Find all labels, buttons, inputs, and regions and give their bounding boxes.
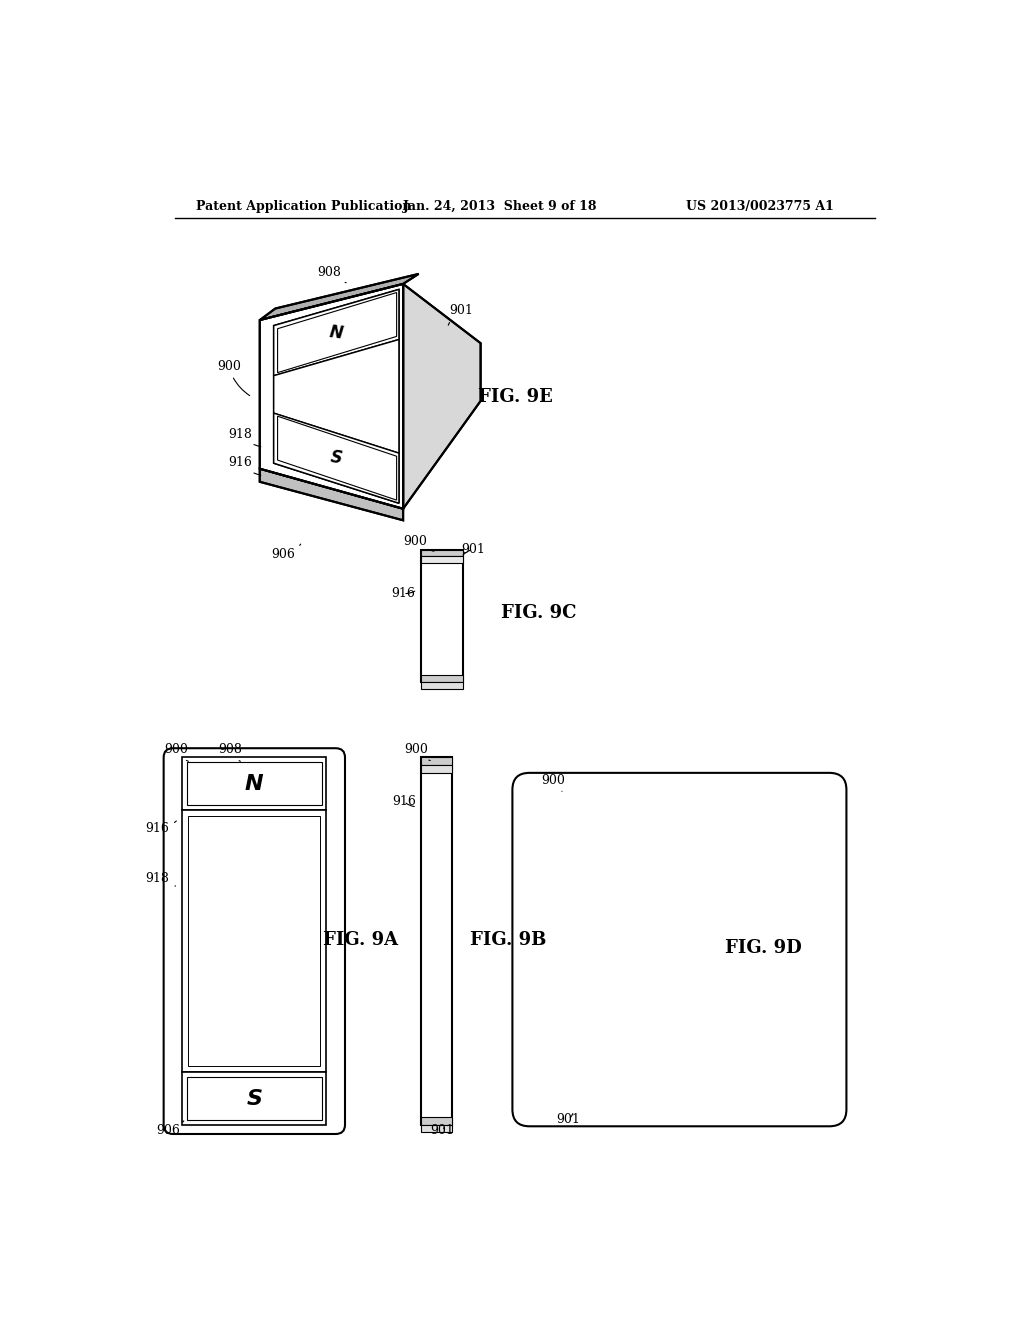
Polygon shape (260, 275, 419, 321)
Text: US 2013/0023775 A1: US 2013/0023775 A1 (686, 199, 834, 213)
Polygon shape (273, 413, 399, 503)
Text: FIG. 9C: FIG. 9C (501, 603, 577, 622)
Bar (182, 810, 327, 1072)
Bar (421, 1117, 452, 1125)
Bar (421, 675, 463, 682)
Text: 918: 918 (228, 428, 261, 446)
Polygon shape (260, 469, 403, 520)
Bar (182, 758, 327, 810)
Polygon shape (278, 416, 396, 500)
Polygon shape (278, 293, 396, 372)
Text: 900: 900 (217, 360, 250, 396)
Bar (421, 557, 463, 564)
Bar (187, 762, 322, 805)
Text: N: N (245, 774, 263, 793)
Text: 900: 900 (404, 743, 430, 760)
Text: 901: 901 (556, 1113, 581, 1126)
Text: 901: 901 (430, 1125, 454, 1138)
Text: 916: 916 (391, 587, 415, 601)
Text: FIG. 9E: FIG. 9E (478, 388, 553, 407)
Text: Patent Application Publication: Patent Application Publication (197, 199, 412, 213)
Text: 906: 906 (271, 544, 301, 561)
Text: 906: 906 (157, 1121, 183, 1138)
Bar (421, 758, 452, 766)
Text: 918: 918 (145, 871, 175, 886)
Text: 916: 916 (392, 795, 416, 808)
Text: N: N (329, 323, 344, 342)
Text: S: S (330, 449, 343, 467)
Text: FIG. 9D: FIG. 9D (725, 939, 802, 957)
Bar (188, 816, 321, 1067)
Polygon shape (273, 339, 399, 453)
Bar (421, 1125, 452, 1133)
Text: 901: 901 (449, 305, 473, 325)
Bar (187, 1077, 322, 1121)
Bar (421, 682, 463, 689)
Text: 916: 916 (145, 821, 176, 834)
Text: S: S (247, 1089, 262, 1109)
Polygon shape (403, 284, 480, 508)
Text: FIG. 9A: FIG. 9A (323, 931, 398, 949)
Polygon shape (260, 284, 403, 508)
Text: 908: 908 (218, 743, 243, 762)
Text: Jan. 24, 2013  Sheet 9 of 18: Jan. 24, 2013 Sheet 9 of 18 (403, 199, 598, 213)
Bar (421, 766, 452, 774)
FancyBboxPatch shape (164, 748, 345, 1134)
Text: 900: 900 (164, 743, 188, 762)
Bar (421, 549, 463, 557)
Bar (421, 758, 452, 1125)
Polygon shape (273, 289, 399, 503)
Text: 900: 900 (402, 536, 434, 552)
Polygon shape (273, 289, 399, 376)
Text: 900: 900 (541, 774, 564, 792)
Text: 901: 901 (461, 543, 484, 556)
Text: FIG. 9B: FIG. 9B (470, 931, 546, 949)
Text: 908: 908 (317, 265, 346, 282)
Bar (182, 1072, 327, 1125)
Text: 916: 916 (228, 455, 261, 475)
Bar (421, 549, 463, 682)
FancyBboxPatch shape (512, 774, 847, 1126)
